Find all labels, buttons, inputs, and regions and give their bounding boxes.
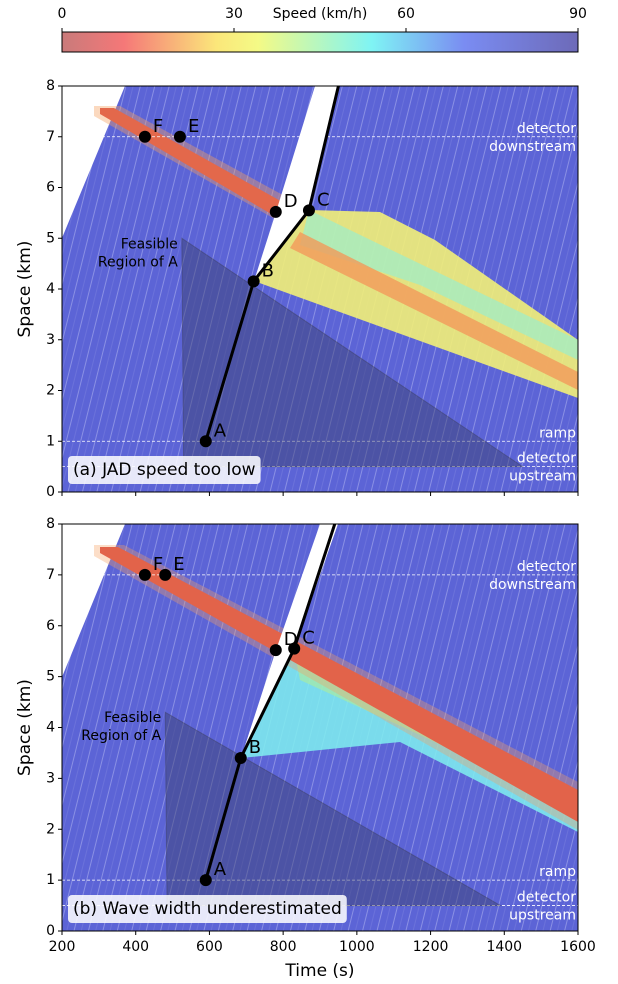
x-tick-label: 1600 [560,939,596,955]
feasible-label: Region of A [81,728,161,744]
x-axis-label: Time (s) [284,961,354,981]
reference-label: downstream [489,577,576,593]
colorbar-tick-label: 30 [225,6,243,22]
x-tick-label: 600 [196,939,223,955]
reference-label: ramp [539,425,576,441]
point [159,568,172,581]
colorbar-tick-label: 60 [397,6,415,22]
point [199,874,212,887]
y-tick-label: 6 [46,180,55,196]
x-tick-label: 1000 [339,939,375,955]
point [138,568,151,581]
point [288,642,301,655]
point [234,752,247,765]
point-label: B [262,260,274,281]
point [269,205,282,218]
colorbar-tick-label: 0 [58,6,67,22]
point-label: A [214,420,227,441]
panel-label-box [68,895,347,923]
point [247,275,260,288]
y-tick-label: 0 [46,923,55,939]
point-label: E [173,554,184,575]
point-label: A [214,859,227,880]
reference-label: detector [517,559,576,575]
y-tick-label: 2 [46,383,55,399]
panel-overlay [62,86,578,468]
feasible-label: Feasible [121,236,178,252]
colorbar-tick-label: 90 [569,6,587,22]
panel-label: (a) JAD speed too low [73,460,256,480]
y-tick-label: 8 [46,516,55,532]
y-tick-label: 8 [46,78,55,94]
feasible-region [181,237,525,468]
y-tick-label: 4 [46,281,55,297]
point-label: B [249,737,261,758]
panel-label-box [68,456,261,484]
y-tick-label: 5 [46,230,55,246]
colorbar [61,31,579,53]
reference-label: ramp [539,864,576,880]
x-tick-label: 200 [49,939,76,955]
y-tick-label: 0 [46,484,55,500]
heatmap-a [62,86,578,492]
reference-label: detector [517,451,576,467]
y-tick-label: 3 [46,770,55,786]
y-tick-label: 7 [46,129,55,145]
x-tick-label: 400 [122,939,149,955]
y-tick-label: 1 [46,872,55,888]
x-tick-label: 800 [270,939,297,955]
reference-label: detector [517,890,576,906]
x-tick-label: 1400 [486,939,522,955]
point-label: D [284,191,298,212]
panel-label: (b) Wave width underestimated [73,899,342,919]
wave-path [204,86,340,442]
y-axis-label: Space (km) [15,241,35,338]
reference-label: detector [517,121,576,137]
reference-label: upstream [509,469,576,485]
point [138,130,151,143]
feasible-label: Region of A [98,254,178,270]
reference-label: upstream [509,908,576,924]
y-tick-label: 5 [46,669,55,685]
point-label: D [284,629,298,650]
y-tick-label: 1 [46,433,55,449]
y-tick-label: 7 [46,567,55,583]
point [302,204,315,217]
point-label: F [153,554,163,575]
wave-path [204,524,337,881]
y-tick-label: 4 [46,720,55,736]
y-axis-label: Space (km) [15,679,35,776]
x-tick-label: 1200 [413,939,449,955]
y-tick-label: 3 [46,332,55,348]
reference-label: downstream [489,139,576,155]
colorbar-label: Speed (km/h) [273,6,368,22]
point-label: C [317,189,330,210]
y-tick-label: 2 [46,821,55,837]
y-tick-label: 6 [46,618,55,634]
point-label: E [188,116,199,137]
feasible-label: Feasible [104,710,161,726]
point-label: F [153,116,163,137]
point [173,130,186,143]
point [269,644,282,657]
heatmap-b [62,524,578,931]
point-label: C [302,628,315,649]
point [199,435,212,448]
